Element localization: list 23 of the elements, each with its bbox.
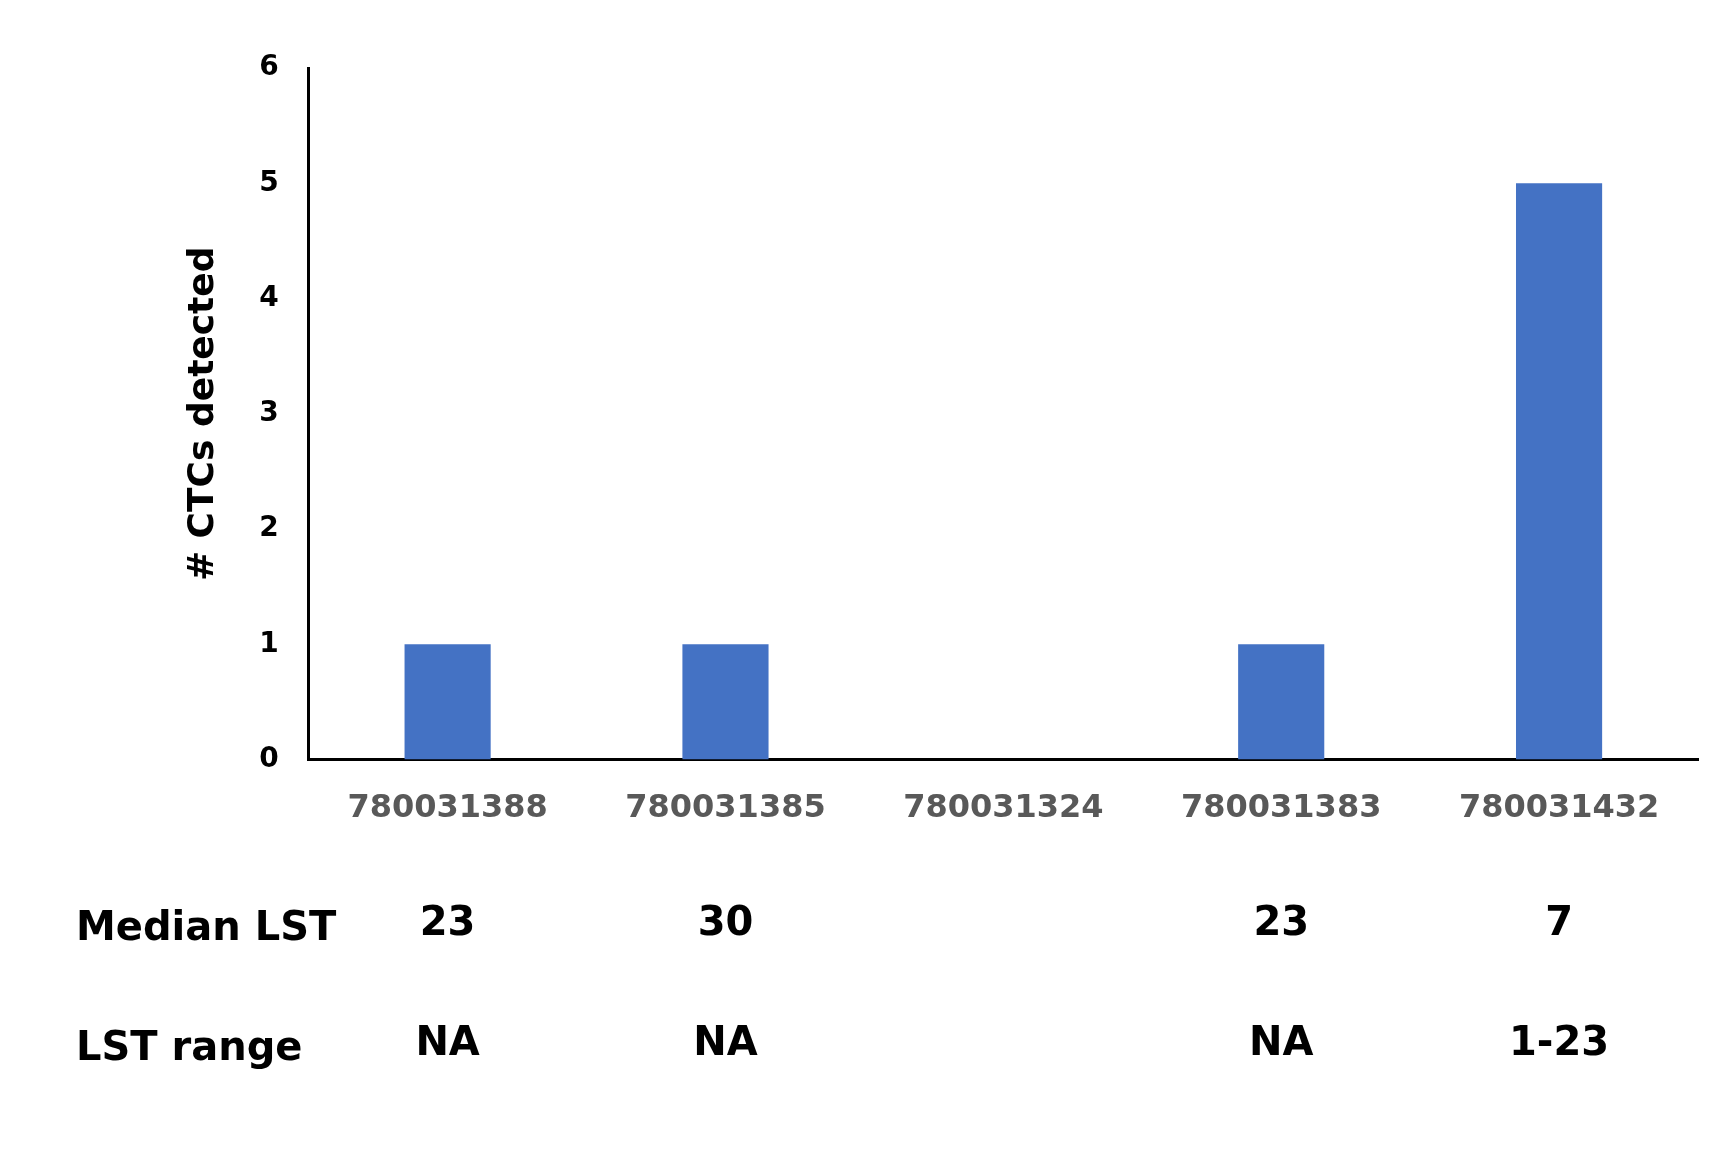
y-tick-label: 1 xyxy=(259,625,279,659)
text: NA xyxy=(1248,1017,1314,1064)
x-tick-label: 780031385 xyxy=(625,787,826,826)
y-tick-label: 5 xyxy=(259,164,279,198)
y-tick-label: 0 xyxy=(259,740,279,774)
text: NA xyxy=(693,1017,758,1064)
y-axis-title: # CTCs detected xyxy=(179,246,221,582)
y-tick-label: 4 xyxy=(259,279,279,313)
y-tick-label: 2 xyxy=(259,510,279,544)
x-tick-label: 780031383 xyxy=(1181,787,1382,826)
text: 23 xyxy=(419,897,476,944)
y-tick-label: 3 xyxy=(259,395,279,429)
text: 30 xyxy=(697,897,754,944)
text: NA xyxy=(415,1017,480,1064)
text: Median LST xyxy=(76,902,337,949)
text: 1-23 xyxy=(1509,1017,1610,1064)
text: LST range xyxy=(76,1022,303,1069)
text: 7 xyxy=(1545,897,1573,944)
text: 23 xyxy=(1253,897,1310,944)
x-tick-label: 780031432 xyxy=(1458,787,1660,826)
x-tick-label: 780031388 xyxy=(347,787,548,826)
y-tick-label: 6 xyxy=(259,49,279,83)
x-tick-label: 780031324 xyxy=(903,787,1104,826)
